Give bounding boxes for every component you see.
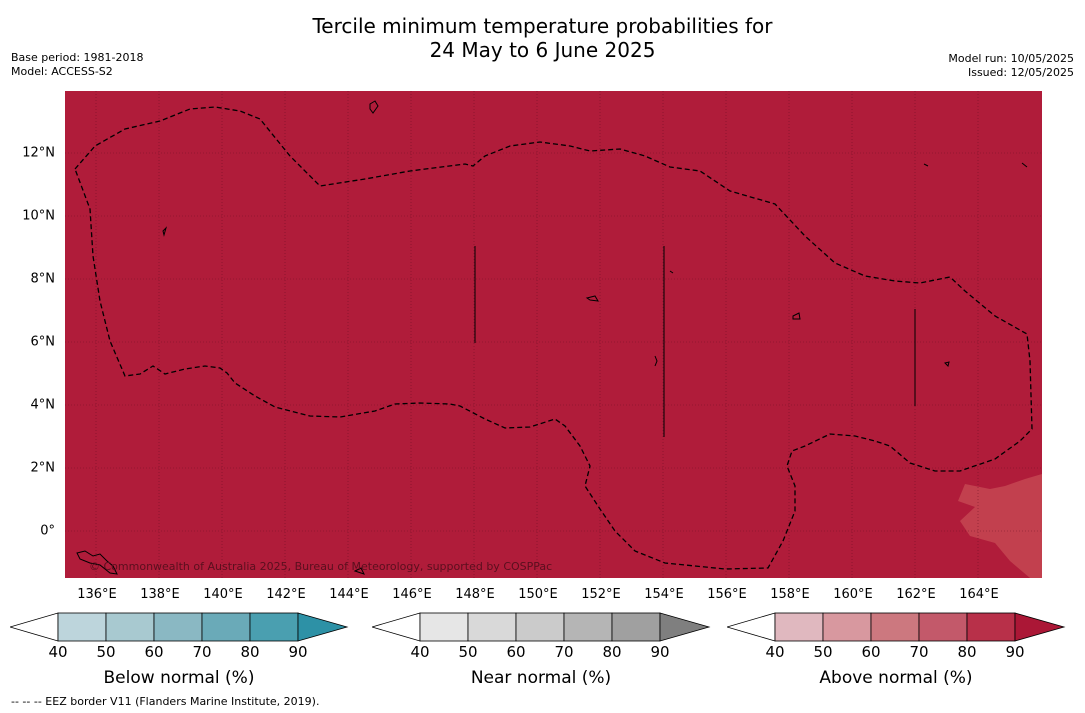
x-tick-label: 138°E <box>140 587 180 602</box>
cbar-tick: 60 <box>506 643 526 661</box>
y-tick-label: 0° <box>40 523 55 539</box>
x-tick-label: 150°E <box>518 587 558 602</box>
map-svg: © Commonwealth of Australia 2025, Bureau… <box>65 91 1042 578</box>
x-tick-label: 136°E <box>77 587 117 602</box>
cbar-tick: 50 <box>813 643 833 661</box>
x-tick-label: 140°E <box>203 587 243 602</box>
y-tick-label: 8°N <box>30 271 56 287</box>
cbar-tick: 90 <box>1005 643 1025 661</box>
cbar-tick: 40 <box>48 643 68 661</box>
cbar-tick: 80 <box>957 643 977 661</box>
title-line1: Tercile minimum temperature probabilitie… <box>312 14 773 38</box>
colorbar-near <box>372 612 711 642</box>
cbar-tick: 80 <box>602 643 622 661</box>
cbar-tick: 90 <box>650 643 670 661</box>
cbar-tick: 60 <box>861 643 881 661</box>
y-tick-label: 2°N <box>30 460 56 476</box>
cbar-tick: 60 <box>144 643 164 661</box>
x-tick-label: 154°E <box>644 587 684 602</box>
model-run: Model run: 10/05/2025 <box>948 52 1074 65</box>
islands <box>76 100 1028 575</box>
x-tick-label: 162°E <box>896 587 936 602</box>
colorbar-above <box>727 612 1066 642</box>
x-tick-label: 148°E <box>455 587 495 602</box>
cbar-label-above: Above normal (%) <box>819 668 973 688</box>
x-tick-label: 152°E <box>581 587 621 602</box>
meta-right: Model run: 10/05/2025 Issued: 12/05/2025 <box>948 52 1074 80</box>
x-tick-label: 156°E <box>707 587 747 602</box>
base-period: Base period: 1981-2018 <box>11 51 144 64</box>
colorbar-below <box>10 612 349 642</box>
y-tick-label: 12°N <box>22 145 55 161</box>
probability-map: © Commonwealth of Australia 2025, Bureau… <box>65 91 1042 578</box>
cbar-label-near: Near normal (%) <box>470 668 612 688</box>
cbar-tick: 90 <box>288 643 308 661</box>
eez-border <box>74 106 1033 570</box>
cbar-tick: 50 <box>96 643 116 661</box>
x-tick-label: 158°E <box>770 587 810 602</box>
cbar-tick: 50 <box>458 643 478 661</box>
cbar-tick: 70 <box>909 643 929 661</box>
gridlines <box>65 91 1042 578</box>
cbar-tick: 40 <box>410 643 430 661</box>
x-tick-label: 164°E <box>959 587 999 602</box>
lighter-region <box>958 474 1042 578</box>
x-tick-label: 146°E <box>392 587 432 602</box>
cbar-tick: 40 <box>765 643 785 661</box>
cbar-tick: 80 <box>240 643 260 661</box>
issued-date: Issued: 12/05/2025 <box>967 66 1074 79</box>
chart-title: Tercile minimum temperature probabilitie… <box>0 14 1085 62</box>
x-tick-label: 144°E <box>329 587 369 602</box>
title-line2: 24 May to 6 June 2025 <box>429 38 656 62</box>
model-name: Model: ACCESS-S2 <box>11 65 113 78</box>
x-tick-label: 160°E <box>833 587 873 602</box>
x-tick-label: 142°E <box>266 587 306 602</box>
y-tick-label: 10°N <box>22 208 55 224</box>
y-tick-label: 6°N <box>30 334 56 350</box>
cbar-tick: 70 <box>554 643 574 661</box>
cbar-label-below: Below normal (%) <box>103 668 255 688</box>
cbar-tick: 70 <box>192 643 212 661</box>
copyright-notice: © Commonwealth of Australia 2025, Bureau… <box>89 560 552 573</box>
footnote: -- -- -- EEZ border V11 (Flanders Marine… <box>11 695 320 708</box>
y-tick-label: 4°N <box>30 397 56 413</box>
meta-left: Base period: 1981-2018 Model: ACCESS-S2 <box>11 51 143 79</box>
